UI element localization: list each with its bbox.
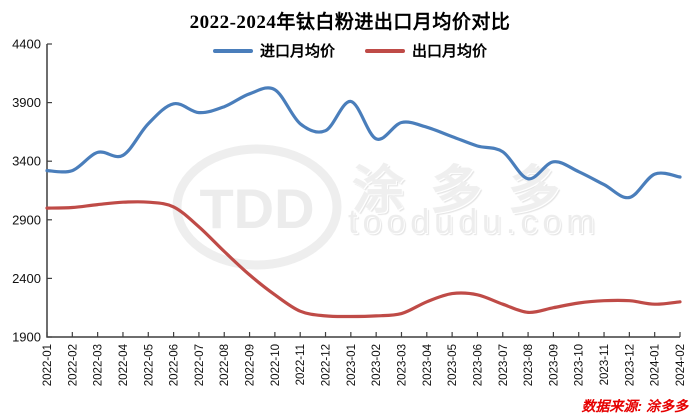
legend-swatch-export <box>365 48 405 53</box>
x-tick-label: 2022-11 <box>295 344 307 385</box>
x-tick-label: 2022-04 <box>118 343 130 386</box>
x-tick-label: 2023-06 <box>472 344 484 386</box>
y-tick-label: 1900 <box>12 330 41 345</box>
x-tick-label: 2022-03 <box>93 344 105 386</box>
x-tick-label: 2022-09 <box>245 344 257 386</box>
x-tick-label: 2024-02 <box>675 344 687 386</box>
axes <box>46 44 680 338</box>
y-tick-label: 4400 <box>12 37 41 52</box>
legend-label-export: 出口月均价 <box>412 43 488 60</box>
x-tick-label: 2023-05 <box>447 344 459 386</box>
y-tick-label: 2400 <box>12 271 41 286</box>
x-tick-label: 2022-10 <box>270 344 282 386</box>
series-line-import <box>45 86 682 200</box>
x-tick-label: 2023-08 <box>523 344 535 386</box>
chart-title: 2022-2024年钛白粉进出口月均价对比 <box>189 12 511 33</box>
x-tick-label: 2022-02 <box>67 344 79 386</box>
y-tick-label: 2900 <box>12 212 41 227</box>
legend-item-export: 出口月均价 <box>365 40 487 61</box>
series-line-export <box>45 200 682 319</box>
x-tick-label: 2023-04 <box>422 343 434 386</box>
x-tick-label: 2022-01 <box>42 344 54 386</box>
x-tick-label: 2022-05 <box>143 344 155 386</box>
x-tick-label: 2023-01 <box>346 344 358 386</box>
x-tick-label: 2024-01 <box>650 344 662 386</box>
x-tick-label: 2022-06 <box>169 344 181 386</box>
x-tick-label: 2023-12 <box>624 344 636 386</box>
y-tick-label: 3900 <box>12 95 41 110</box>
x-tick-label: 2022-08 <box>219 344 231 386</box>
x-tick-label: 2023-03 <box>396 344 408 386</box>
x-tick-label: 2023-09 <box>548 344 560 386</box>
y-tick-label: 3400 <box>12 154 41 169</box>
legend-label-import: 进口月均价 <box>259 43 335 60</box>
x-tick-label: 2023-02 <box>371 344 383 386</box>
x-tick-label: 2023-11 <box>599 344 611 385</box>
legend-swatch-import <box>212 48 253 53</box>
x-tick-label: 2022-12 <box>321 344 333 386</box>
data-source-note: 数据来源: 涂多多 <box>581 398 688 414</box>
legend-item-import: 进口月均价 <box>212 40 335 61</box>
x-tick-label: 2023-10 <box>574 344 586 386</box>
x-tick-label: 2022-07 <box>194 344 206 386</box>
x-tick-label: 2023-07 <box>498 344 510 386</box>
legend: 进口月均价 出口月均价 <box>0 40 700 61</box>
